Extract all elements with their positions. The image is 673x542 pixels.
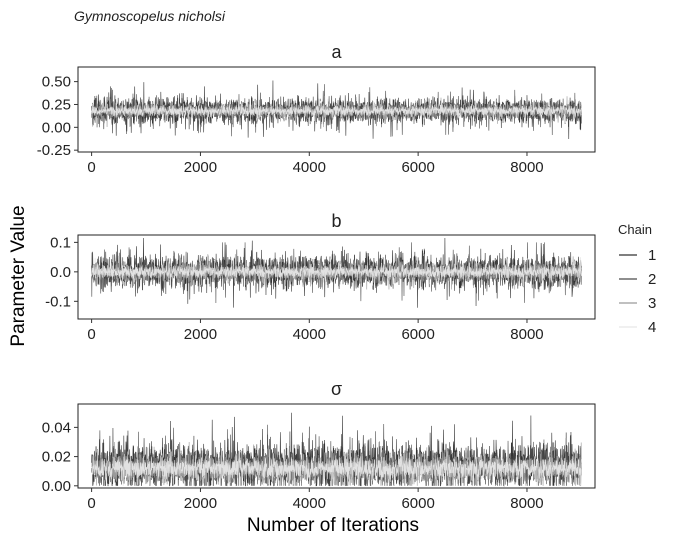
x-tick-label: 6000 (401, 326, 434, 343)
chain-legend: Chain 1 2 3 4 (618, 222, 656, 336)
x-tick-label: 0 (87, 495, 95, 512)
chain-4-trace (91, 257, 582, 287)
x-tick-label: 4000 (293, 326, 326, 343)
legend-item-chain-2: 2 (619, 271, 656, 288)
legend-label: 1 (648, 247, 656, 264)
x-axis-title: Number of Iterations (247, 515, 419, 536)
legend-item-chain-4: 4 (619, 319, 656, 336)
legend-title: Chain (618, 222, 652, 237)
x-tick-label: 4000 (293, 159, 326, 176)
x-tick-label: 2000 (184, 159, 217, 176)
panel-title: a (331, 42, 342, 62)
panel-border (77, 234, 596, 320)
x-tick-label: 8000 (510, 159, 543, 176)
trace-lines (91, 237, 582, 308)
y-tick-label: 0.50 (42, 74, 71, 91)
y-tick-label: 0.02 (42, 449, 71, 466)
trace-panel-3: σ 0 2000 4000 6000 8000 0.00 0.02 0.04 (42, 379, 596, 512)
trace-lines (91, 80, 582, 140)
y-tick-label: 0.1 (50, 234, 71, 251)
chain-4-trace (91, 98, 582, 124)
y-tick-label: -0.25 (37, 142, 71, 159)
x-tick-label: 6000 (401, 159, 434, 176)
panel-title: b (331, 211, 341, 231)
x-tick-label: 8000 (510, 326, 543, 343)
chain-2-trace (91, 242, 582, 303)
legend-label: 2 (648, 271, 656, 288)
legend-label: 4 (648, 319, 656, 336)
x-tick-label: 2000 (184, 495, 217, 512)
panel-border (77, 403, 596, 489)
x-tick-label: 4000 (293, 495, 326, 512)
y-tick-label: -0.1 (45, 293, 71, 310)
chain-4-trace (91, 449, 582, 486)
x-tick-label: 0 (87, 326, 95, 343)
x-tick-label: 2000 (184, 326, 217, 343)
trace-lines (91, 412, 582, 487)
panel-border (77, 66, 596, 153)
y-tick-label: 0.0 (50, 264, 71, 281)
x-tick-label: 6000 (401, 495, 434, 512)
y-tick-label: 0.00 (42, 478, 71, 495)
species-title: Gymnoscopelus nicholsi (74, 8, 226, 24)
legend-label: 3 (648, 295, 656, 312)
y-tick-label: 0.04 (42, 419, 71, 436)
y-axis-title: Parameter Value (8, 205, 29, 346)
x-tick-label: 8000 (510, 495, 543, 512)
x-tick-label: 0 (87, 159, 95, 176)
legend-item-chain-3: 3 (619, 295, 656, 312)
legend-item-chain-1: 1 (619, 247, 656, 264)
y-tick-label: 0.00 (42, 119, 71, 136)
y-tick-label: 0.25 (42, 96, 71, 113)
panel-title: σ (331, 379, 342, 399)
trace-panel-1: a 0 2000 4000 6000 8000 -0.25 0.00 0.25 0.50 (37, 42, 596, 176)
trace-panel-2: b 0 2000 4000 6000 8000 -0.1 0.0 0.1 (45, 211, 596, 343)
